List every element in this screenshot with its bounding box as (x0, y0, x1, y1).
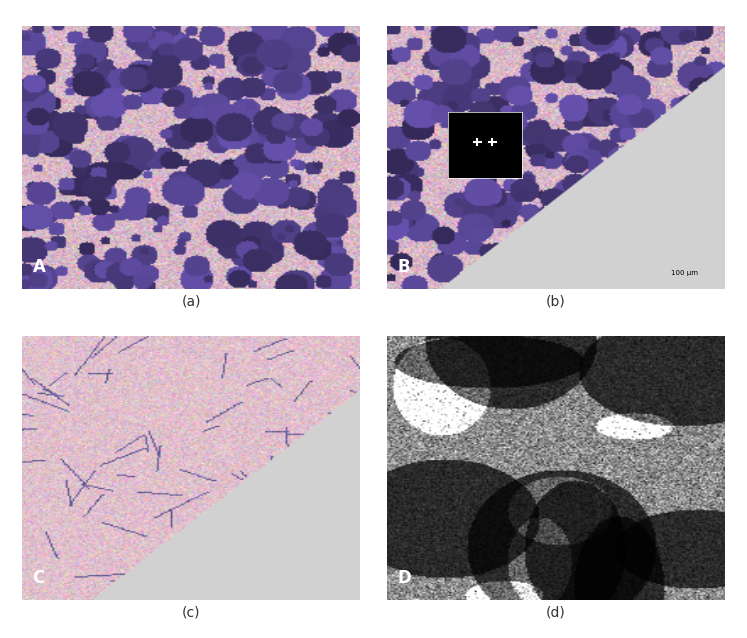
Text: C: C (33, 568, 45, 586)
Text: B: B (397, 258, 410, 276)
X-axis label: (b): (b) (546, 295, 565, 308)
X-axis label: (c): (c) (182, 605, 200, 619)
Text: D: D (397, 568, 411, 586)
Text: 100 μm: 100 μm (671, 270, 698, 276)
X-axis label: (d): (d) (546, 605, 565, 619)
Text: A: A (33, 258, 46, 276)
X-axis label: (a): (a) (182, 295, 201, 308)
